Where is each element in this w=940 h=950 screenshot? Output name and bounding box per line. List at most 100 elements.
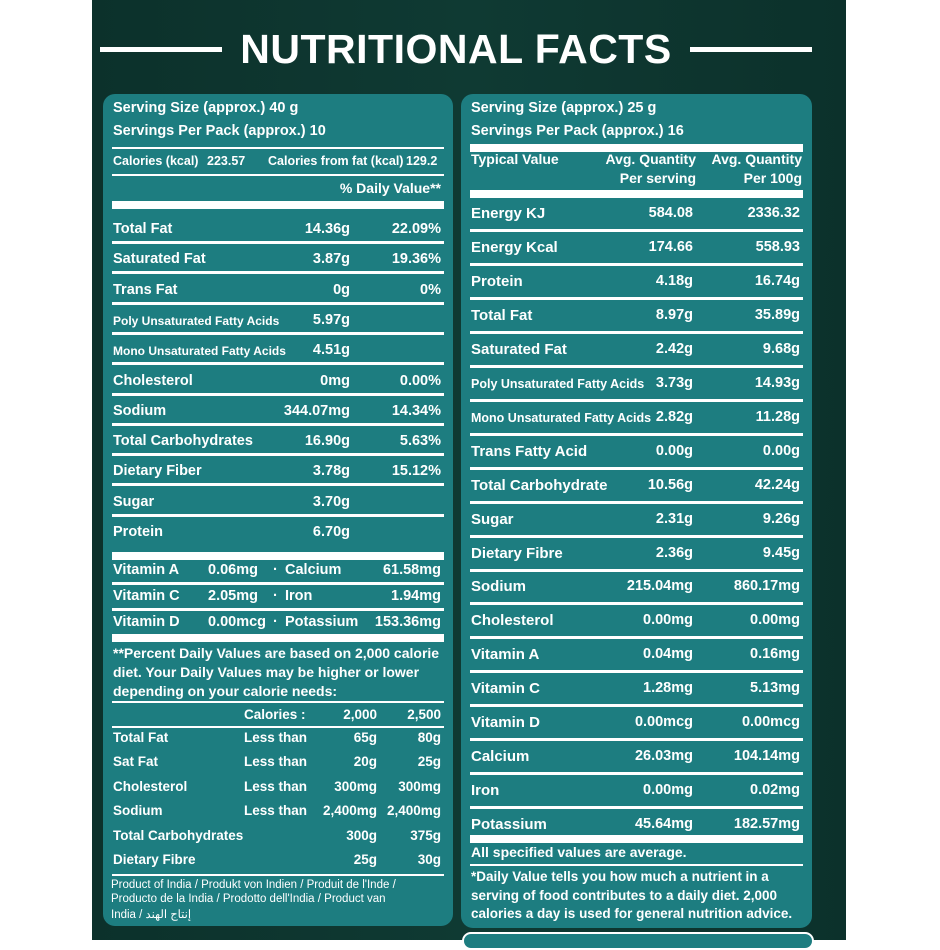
- nutrient-name: Dietary Fiber: [113, 463, 202, 480]
- per-serving-value: 45.64mg: [634, 816, 693, 833]
- per-serving-value: 584.08: [648, 205, 693, 221]
- row-divider: [112, 241, 444, 244]
- bullet: ·: [273, 614, 278, 630]
- ref-col-2500: 2,500: [407, 707, 441, 722]
- per-serving-value: 2.42g: [655, 340, 693, 357]
- nutrient-name: Iron: [471, 782, 500, 800]
- ref-name: Cholesterol: [113, 778, 188, 794]
- nutrient-name: Saturated Fat: [113, 251, 206, 268]
- origin-line: India / إنتاج الهند: [111, 909, 192, 921]
- footnote-line: *Daily Value tells you how much a nutrie…: [471, 869, 769, 884]
- per-serving-value: 4.18g: [655, 272, 693, 289]
- rule-thick: [112, 634, 444, 642]
- header-rule-right: [690, 47, 812, 52]
- ref-2500: 2,400mg: [386, 803, 441, 819]
- ref-2500: 375g: [410, 827, 441, 843]
- nutrient-name: Mono Unsaturated Fatty Acids: [113, 344, 286, 359]
- per-100g-value: 182.57mg: [733, 816, 800, 833]
- nutrient-name: Vitamin C: [471, 680, 540, 698]
- nutrient-name: Total Carbohydrates: [113, 433, 253, 450]
- nutrient-name: Cholesterol: [113, 372, 193, 389]
- per-serving-value: 3.73g: [655, 374, 693, 391]
- row-divider: [470, 398, 803, 402]
- vitamin-value: 0.00mcg: [208, 614, 267, 630]
- ref-2000: 300g: [346, 827, 377, 843]
- right-nutrition-panel: Serving Size (approx.) 25 g Servings Per …: [461, 94, 812, 928]
- mineral-name: Calcium: [285, 562, 342, 578]
- row-divider: [470, 704, 803, 708]
- per-serving-value: 1.28mg: [643, 680, 693, 697]
- rule-thick: [112, 552, 444, 560]
- row-divider: [470, 636, 803, 640]
- ref-2500: 80g: [417, 730, 441, 745]
- nutrient-name: Vitamin A: [471, 646, 540, 664]
- origin-line: Producto de la India / Prodotto dell'Ind…: [111, 893, 386, 905]
- nutrient-name: Protein: [113, 524, 163, 540]
- page-title: NUTRITIONAL FACTS: [240, 26, 672, 72]
- row-divider: [470, 432, 803, 436]
- per-100g-value: 558.93: [755, 238, 800, 255]
- rule: [112, 726, 444, 728]
- per-100g-value: 11.28g: [755, 408, 800, 425]
- nutrient-name: Vitamin D: [471, 714, 540, 732]
- row-divider: [112, 453, 444, 457]
- row-divider: [470, 738, 803, 742]
- nutrient-dv: 0%: [420, 281, 441, 298]
- row-divider: [112, 271, 444, 275]
- row-divider: [470, 568, 803, 572]
- per-serving-value: 10.56g: [647, 476, 693, 493]
- ref-2000: 2,400mg: [322, 803, 377, 819]
- per-serving-value: 8.97g: [655, 306, 693, 323]
- col-typical-value: Typical Value: [471, 151, 559, 167]
- nutrient-qty: 14.36g: [304, 221, 350, 237]
- row-divider: [470, 364, 803, 368]
- footnote-line: depending on your calorie needs:: [113, 683, 338, 699]
- row-divider: [470, 602, 803, 606]
- mineral-value: 61.58mg: [382, 562, 441, 578]
- rule: [112, 147, 444, 149]
- left-nutrition-panel: Serving Size (approx.) 40 g Servings Per …: [103, 94, 453, 926]
- mineral-name: Potassium: [285, 614, 359, 630]
- servings-per-pack: Servings Per Pack (approx.) 10: [113, 123, 326, 139]
- nutrient-name: Sugar: [113, 493, 155, 510]
- per-100g-value: 0.02mg: [750, 782, 800, 799]
- row-divider: [112, 582, 444, 585]
- ref-2000: 65g: [353, 730, 377, 745]
- nutrient-name: Sugar: [471, 510, 514, 528]
- per-100g-value: 16.74g: [754, 272, 800, 289]
- rule-thick: [112, 201, 444, 209]
- footnote-line: serving of food contributes to a daily d…: [471, 887, 778, 903]
- nutrient-name: Cholesterol: [471, 612, 554, 630]
- per-100g-value: 42.24g: [754, 476, 800, 493]
- ref-name: Sodium: [113, 803, 163, 819]
- vitamin-value: 2.05mg: [208, 588, 258, 604]
- nutrient-name: Sodium: [471, 578, 526, 596]
- row-divider: [470, 330, 803, 334]
- per-serving-value: 26.03mg: [634, 748, 693, 765]
- nutrient-qty: 3.78g: [312, 463, 350, 480]
- ref-condition: Less than: [244, 730, 308, 745]
- row-divider: [112, 301, 444, 305]
- rule: [470, 864, 803, 866]
- col-per-serving-2: Per serving: [619, 170, 696, 186]
- ref-2500: 25g: [417, 754, 441, 770]
- row-divider: [112, 422, 444, 426]
- header: NUTRITIONAL FACTS: [100, 22, 812, 78]
- mineral-name: Iron: [285, 588, 313, 604]
- average-note: All specified values are average.: [471, 844, 687, 860]
- nutrient-dv: 14.34%: [391, 402, 441, 419]
- mineral-value: 153.36mg: [374, 614, 441, 630]
- row-divider: [112, 513, 444, 517]
- per-serving-value: 2.31g: [655, 510, 693, 527]
- row-divider: [470, 772, 803, 776]
- nutrient-name: Energy KJ: [471, 205, 546, 222]
- per-serving-value: 215.04mg: [626, 578, 693, 595]
- per-serving-value: 0.00g: [655, 442, 693, 459]
- ref-2500: 30g: [417, 852, 441, 867]
- footnote-line: diet. Your Daily Values may be higher or…: [113, 664, 420, 680]
- ref-2000: 20g: [353, 754, 377, 770]
- nutrient-name: Sodium: [113, 402, 167, 419]
- ref-2000: 25g: [353, 852, 377, 867]
- rule-thick: [470, 835, 803, 843]
- row-divider: [470, 229, 803, 232]
